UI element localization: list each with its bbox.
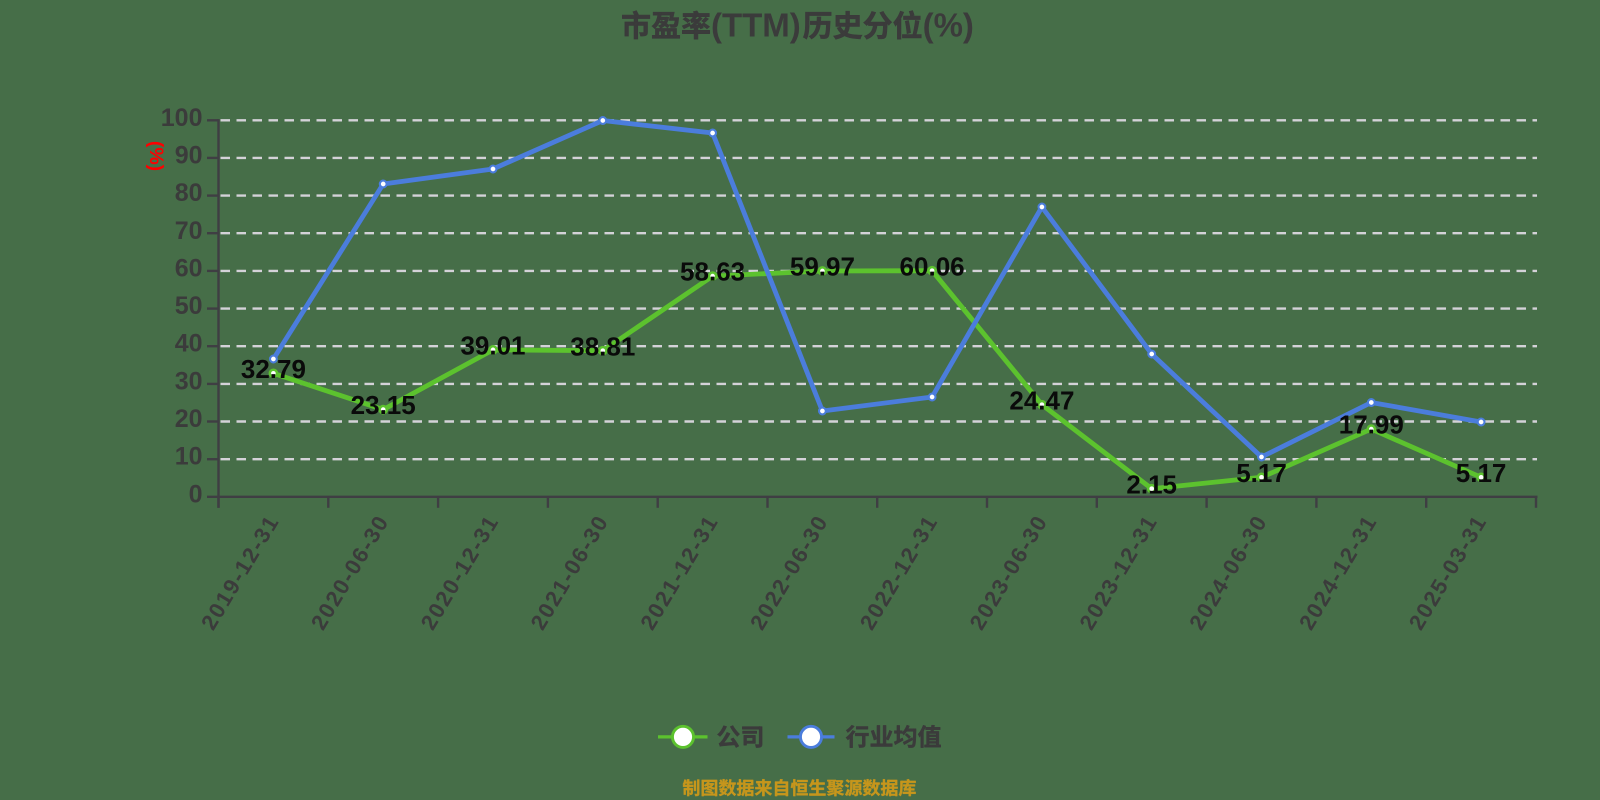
svg-text:32.79: 32.79 — [241, 354, 306, 384]
svg-text:0: 0 — [189, 480, 203, 508]
svg-text:40: 40 — [175, 330, 203, 358]
svg-text:50: 50 — [175, 292, 203, 320]
svg-text:38.81: 38.81 — [570, 331, 635, 361]
svg-text:90: 90 — [175, 141, 203, 169]
svg-text:80: 80 — [175, 179, 203, 207]
svg-text:2.15: 2.15 — [1126, 469, 1177, 499]
svg-text:60: 60 — [175, 254, 203, 282]
svg-text:(TTM): (TTM) — [711, 7, 801, 44]
svg-text:39.01: 39.01 — [460, 331, 525, 361]
svg-text:70: 70 — [175, 217, 203, 245]
svg-text:24.47: 24.47 — [1009, 385, 1074, 415]
svg-text:30: 30 — [175, 367, 203, 395]
svg-text:59.97: 59.97 — [790, 252, 855, 282]
svg-text:17.99: 17.99 — [1339, 410, 1404, 440]
svg-text:(%): (%) — [145, 141, 167, 171]
svg-text:20: 20 — [175, 405, 203, 433]
svg-text:10: 10 — [175, 443, 203, 471]
svg-text:100: 100 — [161, 104, 203, 132]
svg-text:5.17: 5.17 — [1236, 458, 1287, 488]
svg-text:(%): (%) — [923, 7, 974, 44]
svg-text:60.06: 60.06 — [900, 251, 965, 281]
svg-text:23.15: 23.15 — [351, 390, 416, 420]
svg-text:58.63: 58.63 — [680, 257, 745, 287]
svg-text:5.17: 5.17 — [1456, 458, 1507, 488]
